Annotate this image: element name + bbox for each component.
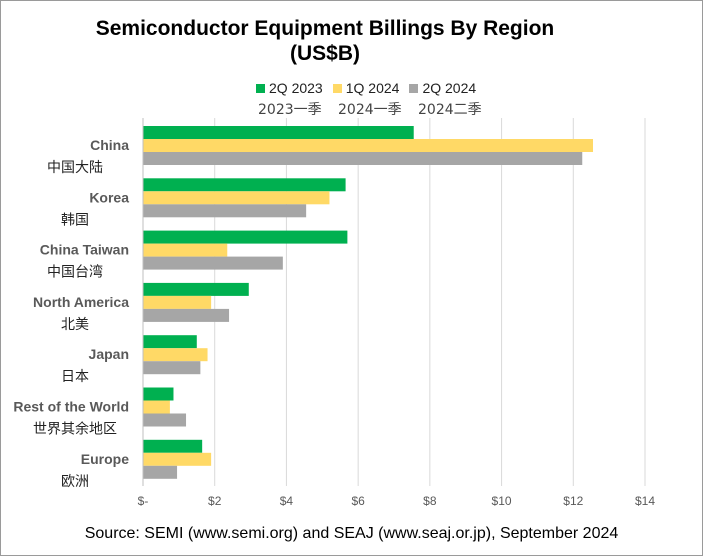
legend-swatch-2q2023 (256, 83, 265, 93)
legend-item-2q2023: 2Q 2023 (256, 80, 323, 96)
category-label-2: Korea (89, 189, 129, 205)
legend-label-zh-2q2023: 2023一季 (258, 102, 322, 118)
legend-swatch-1q2024 (332, 83, 342, 93)
x-tick-label-7: $14 (635, 494, 655, 508)
bar-4-1q2024 (143, 295, 212, 309)
category-label-7: Europe (81, 451, 129, 467)
legend-label-zh-2q2024: 2024二季 (418, 102, 482, 118)
bar-4-2q2024 (143, 308, 230, 322)
bar-2-1q2024 (143, 191, 330, 205)
category-label-1: China (90, 137, 129, 153)
x-tick-label-3: $6 (351, 494, 365, 508)
x-tick-label-2: $4 (280, 494, 294, 508)
category-label-zh-7: 欧洲 (61, 474, 89, 490)
x-tick-label-5: $10 (492, 494, 512, 508)
bar-1-2q2024 (143, 152, 583, 165)
category-label-5: Japan (89, 346, 129, 362)
category-label-zh-3: 中国台湾 (47, 264, 103, 281)
legend-label-zh-1q2024: 2024一季 (338, 102, 402, 118)
category-label-zh-6: 世界其余地区 (33, 421, 117, 438)
legend-label-1q2024: 1Q 2024 (345, 80, 400, 96)
category-label-3: China Taiwan (40, 242, 129, 258)
x-tick-label-1: $2 (208, 494, 222, 508)
x-tick-label-6: $12 (563, 494, 583, 508)
legend-swatch-2q2024 (409, 83, 419, 93)
chart-title-line2: (US$B) (289, 42, 360, 65)
category-label-6: Rest of the World (13, 399, 129, 415)
bar-7-2q2023 (143, 439, 203, 453)
category-label-zh-5: 日本 (61, 369, 89, 385)
bar-5-2q2023 (143, 335, 197, 349)
category-label-zh-1: 中国大陆 (47, 160, 103, 176)
category-label-zh-4: 北美 (61, 317, 89, 333)
bar-3-2q2024 (143, 256, 283, 270)
bar-3-1q2024 (143, 243, 228, 257)
bar-7-2q2024 (143, 465, 178, 479)
chart-legend: 2Q 2023 1Q 2024 2Q 2024 2023一季 2024一季 20… (256, 80, 482, 118)
bar-4-2q2023 (143, 282, 249, 296)
legend-label-2q2023: 2Q 2023 (269, 80, 323, 96)
chart-title: Semiconductor Equipment Billings By Regi… (0, 16, 650, 66)
bar-2-2q2024 (143, 204, 307, 218)
x-tick-label-4: $8 (423, 494, 437, 508)
legend-label-2q2024: 2Q 2024 (422, 80, 477, 96)
legend-item-2q2024: 2Q 2024 (409, 80, 476, 96)
bar-7-1q2024 (143, 452, 212, 466)
legend-item-1q2024: 1Q 2024 (332, 80, 400, 96)
category-label-zh-2: 韩国 (61, 212, 89, 228)
category-label-4: North America (33, 294, 129, 310)
bar-6-2q2024 (143, 413, 187, 427)
chart-title-line1: Semiconductor Equipment Billings By Regi… (95, 17, 555, 40)
bar-1-1q2024 (143, 139, 594, 152)
x-tick-label-0: $- (138, 494, 149, 508)
bar-6-1q2024 (143, 400, 170, 414)
bar-3-2q2023 (143, 230, 348, 244)
bar-2-2q2023 (143, 178, 346, 192)
bar-1-2q2023 (143, 126, 414, 139)
source-note: Source: SEMI (www.semi.org) and SEAJ (ww… (84, 525, 619, 542)
bar-6-2q2023 (143, 387, 174, 401)
bar-5-1q2024 (143, 348, 208, 362)
bar-5-2q2024 (143, 361, 201, 375)
